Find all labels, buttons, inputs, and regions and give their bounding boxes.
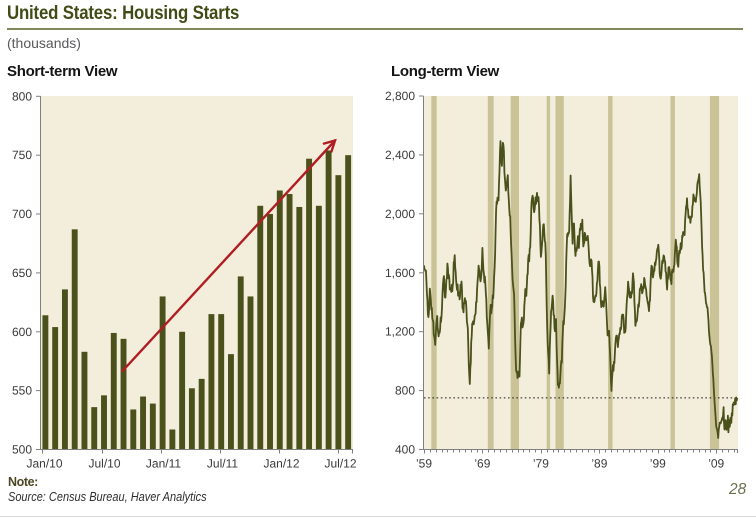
svg-text:650: 650 — [12, 266, 32, 280]
svg-text:Jul/12: Jul/12 — [324, 457, 356, 471]
svg-text:’79: ’79 — [533, 457, 549, 471]
svg-text:750: 750 — [12, 148, 32, 162]
svg-text:550: 550 — [12, 384, 32, 398]
svg-text:400: 400 — [395, 443, 415, 457]
svg-text:800: 800 — [395, 384, 415, 398]
svg-text:Jan/11: Jan/11 — [146, 457, 181, 471]
svg-text:2,000: 2,000 — [385, 207, 415, 221]
svg-text:800: 800 — [12, 89, 32, 103]
svg-text:’99: ’99 — [650, 457, 666, 471]
svg-text:600: 600 — [12, 325, 32, 339]
svg-text:2,800: 2,800 — [385, 89, 415, 103]
svg-text:Jan/12: Jan/12 — [263, 457, 299, 471]
svg-text:1,600: 1,600 — [385, 266, 415, 280]
svg-text:Jul/10: Jul/10 — [88, 457, 120, 471]
svg-text:2,400: 2,400 — [385, 148, 415, 162]
svg-text:Jul/11: Jul/11 — [207, 457, 238, 471]
svg-text:500: 500 — [12, 443, 32, 457]
svg-text:’09: ’09 — [708, 457, 724, 471]
svg-text:1,200: 1,200 — [385, 325, 415, 339]
svg-text:’69: ’69 — [474, 457, 490, 471]
svg-text:’89: ’89 — [591, 457, 607, 471]
svg-text:Jan/10: Jan/10 — [26, 457, 62, 471]
svg-text:’59: ’59 — [416, 457, 432, 471]
svg-text:700: 700 — [12, 207, 32, 221]
